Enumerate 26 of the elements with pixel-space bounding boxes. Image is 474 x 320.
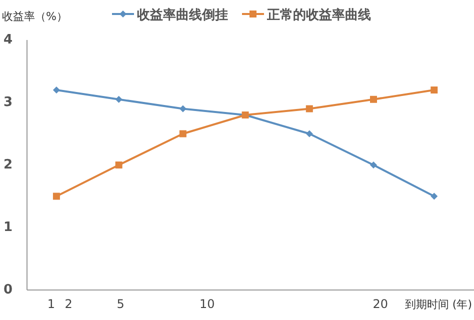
point bbox=[115, 162, 122, 168]
x-tick-label: 5 bbox=[116, 297, 124, 311]
legend-label: 收益率曲线倒挂 bbox=[137, 7, 228, 23]
y-tick-label: 2 bbox=[3, 158, 13, 172]
point bbox=[430, 86, 438, 94]
x-tick-label: 2 bbox=[64, 297, 72, 311]
point bbox=[370, 96, 378, 103]
legend-label: 正常的收益率曲线 bbox=[266, 7, 371, 23]
y-tick-label: 4 bbox=[3, 32, 13, 48]
x-tick-label: 10 bbox=[200, 297, 215, 311]
y-tick-label: 0 bbox=[3, 282, 13, 298]
y-axis-title: 收益率（%） bbox=[2, 10, 68, 23]
point bbox=[370, 162, 378, 168]
x-tick-label: 20 bbox=[372, 297, 388, 311]
point bbox=[430, 192, 438, 200]
point bbox=[306, 105, 313, 112]
x-tick-label: 1 bbox=[47, 297, 56, 311]
point bbox=[306, 130, 313, 138]
point bbox=[52, 192, 60, 200]
point bbox=[179, 105, 186, 112]
point bbox=[179, 130, 186, 138]
y-tick-label: 3 bbox=[3, 95, 13, 110]
x-axis-title: 到期时间 (年) bbox=[404, 298, 472, 311]
y-tick-label: 1 bbox=[3, 220, 13, 235]
point bbox=[52, 86, 60, 94]
point bbox=[115, 96, 122, 103]
